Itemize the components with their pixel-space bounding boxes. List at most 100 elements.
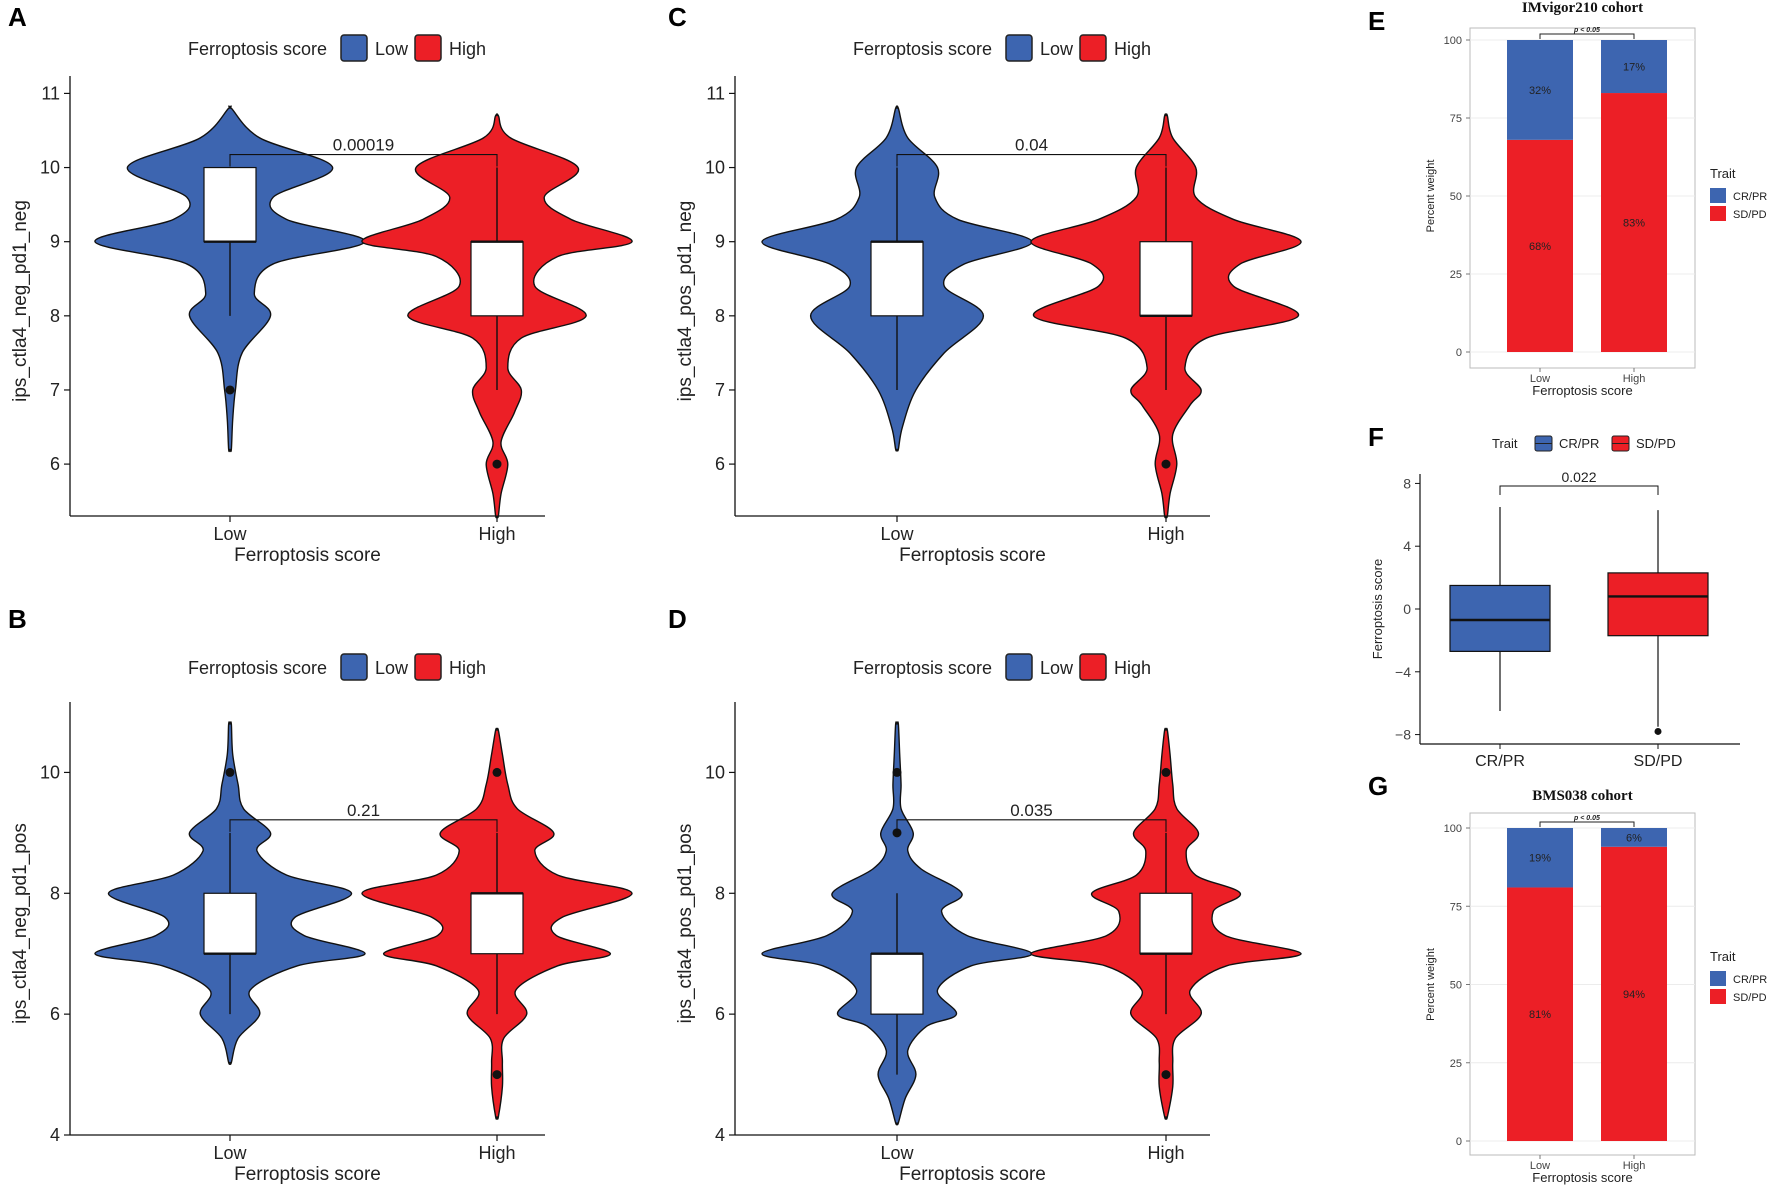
- box: [1139, 241, 1193, 317]
- x-tick-label: High: [1623, 1160, 1646, 1172]
- significance-bracket: [229, 819, 498, 832]
- y-axis-title: ips_ctla4_neg_pd1_neg: [10, 200, 31, 402]
- y-tick-label: 25: [1450, 269, 1462, 281]
- y-tick-label: 8: [1403, 475, 1411, 491]
- outlier-point: [492, 1070, 502, 1080]
- y-tick-label: 8: [715, 883, 725, 903]
- y-tick-label: 10: [705, 762, 725, 782]
- bar-label-sd-pd: 81%: [1529, 1009, 1551, 1021]
- significance-bracket: [1539, 33, 1635, 39]
- panel-letter: B: [8, 604, 27, 634]
- x-tick-label: Low: [1530, 1160, 1550, 1172]
- panel-e: E IMvigor210 cohort 0 25 50 75 100 Percent weig…: [1368, 0, 1767, 398]
- legend-swatch-sd-pd: [1710, 989, 1726, 1004]
- bar-cr-pr-high: [1601, 828, 1667, 847]
- legend-label-cr-pr: CR/PR: [1733, 974, 1767, 986]
- significance-bracket: [1539, 821, 1635, 827]
- panel-letter: F: [1368, 422, 1384, 452]
- box: [470, 892, 524, 955]
- significance-bracket: [896, 154, 1167, 167]
- box-cr-pr: [1449, 584, 1551, 652]
- box: [203, 892, 257, 955]
- y-axis-title: Ferroptosis score: [1370, 559, 1385, 659]
- bar-cr-pr-low: [1507, 828, 1573, 888]
- legend-label-high: High: [1114, 39, 1151, 59]
- y-tick-label: 10: [40, 158, 60, 178]
- p-value: 0.21: [347, 801, 380, 820]
- bar-sd-pd-high: [1601, 846, 1667, 1141]
- p-value: 0.04: [1015, 136, 1048, 155]
- outlier-point: [1161, 459, 1171, 469]
- bar-sd-pd-high: [1601, 93, 1667, 352]
- chart-title: BMS038 cohort: [1532, 788, 1632, 804]
- bar-label-sd-pd: 68%: [1529, 241, 1551, 253]
- bar-label-sd-pd: 94%: [1623, 989, 1645, 1001]
- x-tick-label: High: [1623, 373, 1646, 385]
- y-tick-label: 8: [50, 883, 60, 903]
- p-value: 0.00019: [333, 136, 394, 155]
- legend-label-low: Low: [375, 658, 409, 678]
- y-tick-label: 8: [50, 306, 60, 326]
- legend-label-cr-pr: CR/PR: [1559, 436, 1599, 451]
- significance-bracket: [896, 819, 1167, 832]
- legend-title: Ferroptosis score: [188, 39, 327, 59]
- x-axis-title: Ferroptosis score: [1532, 1170, 1632, 1185]
- significance-bracket: [1499, 485, 1659, 495]
- significance-label: p < 0.05: [1573, 815, 1600, 822]
- legend-label-high: High: [449, 39, 486, 59]
- chart-title: IMvigor210 cohort: [1522, 0, 1643, 16]
- legend-title: Ferroptosis score: [853, 39, 992, 59]
- significance-bracket: [229, 154, 498, 167]
- plot-frame: [1469, 27, 1696, 369]
- x-axis-title: Ferroptosis score: [234, 1164, 381, 1185]
- legend-label-high: High: [449, 658, 486, 678]
- bar-label-cr-pr: 19%: [1529, 853, 1551, 865]
- legend-title: Ferroptosis score: [188, 658, 327, 678]
- legend-label-sd-pd: SD/PD: [1636, 436, 1676, 451]
- legend-label-high: High: [1114, 658, 1151, 678]
- y-tick-label: 11: [41, 83, 60, 103]
- legend-swatch-cr-pr: [1710, 971, 1726, 986]
- y-tick-label: 9: [715, 232, 725, 252]
- y-tick-label: 50: [1450, 191, 1462, 203]
- x-tick-label: Low: [213, 524, 247, 544]
- box: [203, 166, 257, 243]
- y-tick-label: 7: [715, 380, 725, 400]
- y-tick-label: 8: [715, 306, 725, 326]
- x-axis-title: Ferroptosis score: [1532, 383, 1632, 398]
- y-tick-label: 6: [50, 1004, 60, 1024]
- legend-title: Trait: [1710, 949, 1736, 964]
- bar-label-cr-pr: 17%: [1623, 62, 1645, 74]
- legend-swatch-high: [414, 653, 442, 681]
- legend-swatch-cr-pr: [1710, 188, 1726, 203]
- box: [870, 241, 924, 317]
- y-tick-label: 0: [1403, 601, 1411, 617]
- x-tick-label: High: [478, 524, 515, 544]
- y-tick-label: 4: [715, 1125, 725, 1145]
- panel-letter: G: [1368, 771, 1388, 801]
- legend-swatch-high: [414, 34, 442, 62]
- box-sd-pd: [1607, 572, 1709, 637]
- box: [1139, 892, 1193, 955]
- outlier-point: [1161, 767, 1171, 777]
- p-value: 0.035: [1010, 801, 1053, 820]
- p-value: 0.022: [1561, 469, 1596, 485]
- x-axis-title: Ferroptosis score: [234, 545, 381, 566]
- y-tick-label: −4: [1395, 664, 1411, 680]
- y-axis-title: ips_ctla4_neg_pd1_pos: [10, 823, 31, 1024]
- x-tick-label: High: [1147, 1143, 1184, 1163]
- box: [870, 953, 924, 1015]
- legend-label-low: Low: [1040, 39, 1074, 59]
- y-tick-label: −8: [1395, 727, 1411, 743]
- y-tick-label: 9: [50, 232, 60, 252]
- y-axis-title: Percent weight: [1425, 160, 1437, 233]
- y-tick-label: 25: [1450, 1058, 1462, 1070]
- box: [470, 241, 524, 317]
- outlier-point: [492, 459, 502, 469]
- y-tick-label: 6: [715, 454, 725, 474]
- y-tick-label: 6: [50, 454, 60, 474]
- y-tick-label: 6: [715, 1004, 725, 1024]
